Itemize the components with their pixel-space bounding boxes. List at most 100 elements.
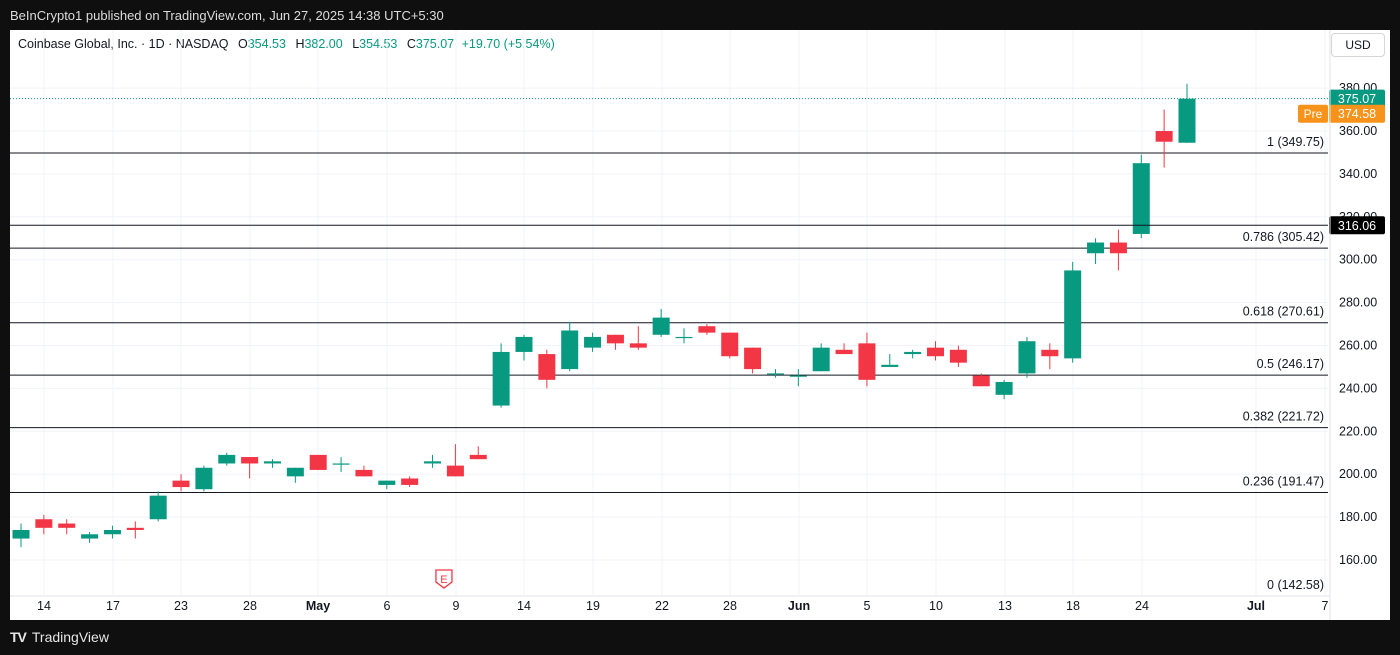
pre-price-badge: 374.58: [1329, 104, 1385, 123]
candle: [904, 349, 922, 359]
candle-body: [1132, 163, 1150, 234]
candle-body: [424, 461, 442, 464]
candle-body: [218, 454, 236, 464]
price-tick-label: 300.00: [1339, 253, 1377, 267]
candle: [241, 457, 259, 479]
candle: [812, 343, 830, 372]
footer-bar: TV TradingView: [0, 620, 1400, 655]
candle-body: [81, 534, 99, 539]
marker-price-badge: 316.06: [1329, 216, 1385, 235]
time-tick-label: Jul: [1247, 599, 1265, 613]
candle-body: [378, 480, 396, 485]
candle: [492, 343, 510, 408]
time-tick-label: 10: [929, 599, 943, 613]
high-value: 382.00: [304, 37, 343, 51]
candle: [103, 525, 121, 539]
candle-body: [332, 463, 350, 465]
candle-body: [835, 349, 853, 355]
candle: [927, 341, 945, 361]
candle-body: [263, 461, 281, 464]
candle-body: [35, 519, 53, 528]
candle: [378, 480, 396, 490]
symbol-name[interactable]: Coinbase Global, Inc. · 1D · NASDAQ: [18, 37, 229, 51]
candle-body: [789, 375, 807, 377]
candle: [172, 474, 190, 492]
price-tick-label: 240.00: [1339, 381, 1377, 395]
time-tick-label: 22: [655, 599, 669, 613]
fib-level-label: 0.382 (221.72): [1243, 410, 1324, 424]
high-label: H: [295, 37, 305, 51]
candle-body: [172, 480, 190, 488]
time-tick-label: 14: [517, 599, 531, 613]
pre-price-badge-bg: [1329, 104, 1385, 123]
candle-body: [858, 343, 876, 380]
candle: [1132, 154, 1150, 239]
time-tick-label: 28: [243, 599, 257, 613]
candle-body: [195, 467, 213, 490]
close-label: C: [406, 37, 416, 51]
candle: [355, 465, 373, 477]
currency-button[interactable]: USD: [1331, 33, 1385, 57]
fib-level-label: 0.5 (246.17): [1257, 357, 1324, 371]
candle-body: [927, 347, 945, 357]
chart-panel[interactable]: Coinbase Global, Inc. · 1D · NASDAQ O354…: [10, 30, 1390, 620]
candle-body: [126, 527, 144, 530]
candle: [1064, 261, 1082, 363]
price-tick-label: 260.00: [1339, 339, 1377, 353]
candle: [606, 334, 624, 350]
open-label: O: [237, 37, 248, 51]
candle-body: [766, 373, 784, 375]
candle-body: [286, 467, 304, 477]
candle: [401, 476, 419, 488]
time-tick-label: 13: [998, 599, 1012, 613]
low-label: L: [352, 37, 360, 51]
candle-body: [492, 351, 510, 406]
candle: [1178, 83, 1196, 143]
candle: [698, 324, 716, 335]
candle-body: [58, 523, 76, 528]
fib-level-label: 0.618 (270.61): [1243, 305, 1324, 319]
candle-body: [1041, 349, 1059, 357]
publish-header: BeInCrypto1 published on TradingView.com…: [0, 0, 1400, 30]
pre-tag-text: Pre: [1304, 107, 1323, 121]
low-value: 354.53: [359, 37, 398, 51]
time-tick-label: 17: [106, 599, 120, 613]
price-chart[interactable]: 14 17 23 28 May 6 9 14 19 22 28 Jun 5 10 13 18 24 Jul 7 160…: [10, 30, 1390, 620]
candle-body: [149, 495, 167, 520]
last-price-badge-text: 375.07: [1338, 92, 1376, 106]
candle: [309, 454, 327, 470]
candle-body: [241, 457, 259, 464]
close-value: 375.07: [415, 37, 455, 51]
candle: [721, 332, 739, 359]
candle: [286, 467, 304, 483]
candle: [1018, 336, 1036, 378]
candle: [469, 446, 487, 460]
candle: [446, 444, 464, 477]
candle: [744, 347, 762, 374]
candle-body: [904, 351, 922, 355]
candle: [1155, 109, 1173, 168]
time-tick-label: 14: [37, 599, 51, 613]
brand-name: TradingView: [31, 629, 109, 645]
candle-body: [675, 336, 693, 339]
candle: [652, 309, 670, 337]
candle: [881, 354, 899, 367]
candle: [81, 532, 99, 543]
tradingview-logo-icon: TV: [10, 629, 27, 645]
candle-body: [812, 347, 830, 372]
time-tick-label: May: [306, 599, 330, 613]
time-tick-label: 7: [1322, 599, 1329, 613]
pre-price-badge-text: 374.58: [1338, 107, 1376, 121]
candle: [263, 459, 281, 468]
candle-body: [1064, 270, 1082, 359]
marker-price-badge-bg: [1329, 216, 1385, 235]
open-value: 354.53: [247, 37, 286, 51]
candle: [949, 345, 967, 367]
tradingview-brand[interactable]: TV TradingView: [10, 629, 109, 645]
candle-body: [1178, 98, 1196, 143]
fib-level-label: 1 (349.75): [1267, 135, 1324, 149]
time-tick-label: 5: [864, 599, 871, 613]
time-tick-label: 24: [1135, 599, 1149, 613]
candle-body: [103, 529, 121, 535]
candle: [835, 343, 853, 355]
